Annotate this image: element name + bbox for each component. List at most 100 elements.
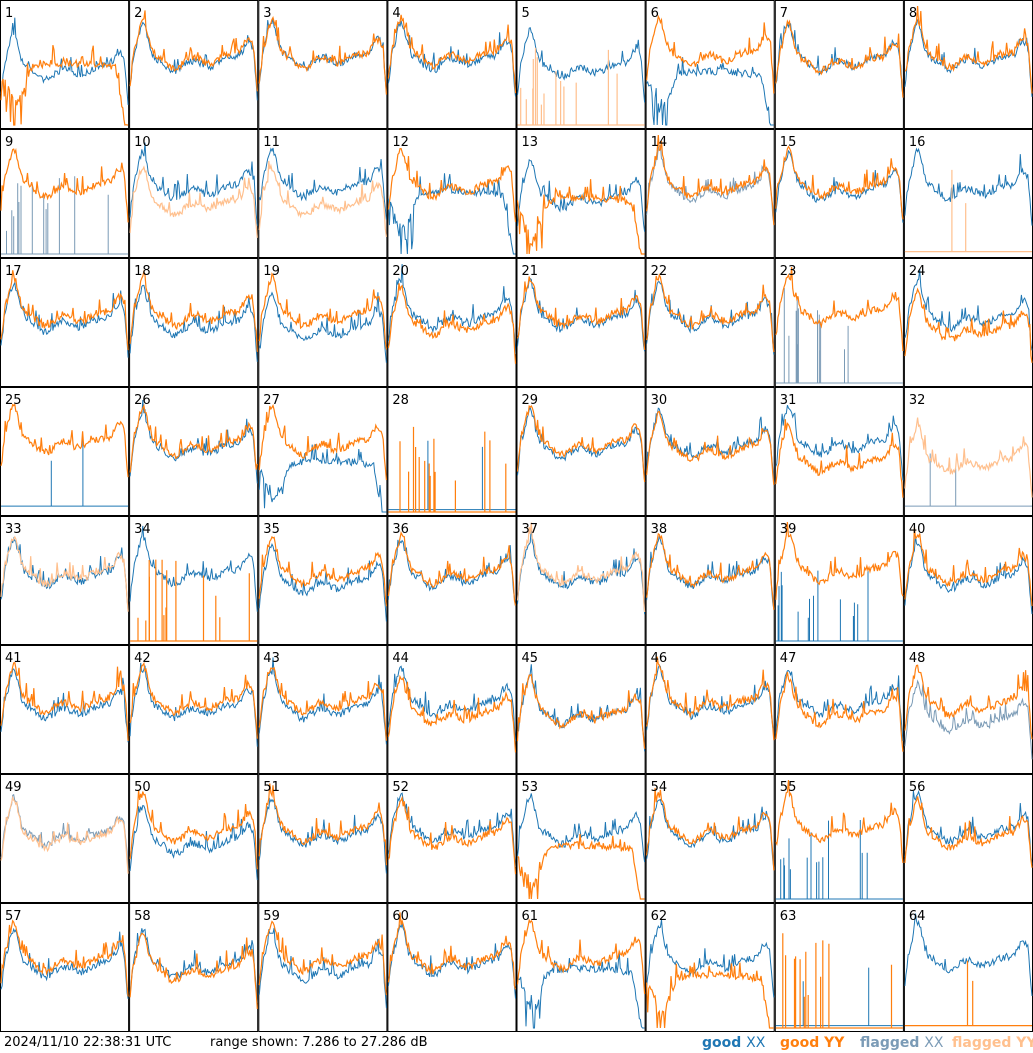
series-yy-line bbox=[904, 287, 1033, 363]
panel-21: 21 bbox=[516, 258, 646, 387]
series-yy-line bbox=[646, 787, 775, 871]
panel-label: 23 bbox=[780, 264, 797, 279]
panel-frame bbox=[258, 645, 388, 774]
panel-23: 23 bbox=[774, 258, 904, 387]
panel-label: 55 bbox=[780, 780, 797, 795]
panel-frame bbox=[516, 0, 646, 129]
panel-label: 44 bbox=[392, 651, 409, 666]
panel-label: 21 bbox=[522, 264, 539, 279]
panel-40: 40 bbox=[903, 516, 1033, 645]
panel-29: 29 bbox=[516, 387, 646, 516]
panel-50: 50 bbox=[129, 774, 259, 903]
series-xx-line bbox=[129, 284, 258, 362]
panel-frame bbox=[645, 0, 775, 129]
series-xx-line bbox=[129, 525, 258, 612]
series-yy-line bbox=[0, 919, 129, 997]
panel-44: 44 bbox=[387, 645, 517, 774]
panel-frame bbox=[387, 645, 517, 774]
panel-36: 36 bbox=[387, 516, 517, 645]
series-yy-line bbox=[129, 790, 258, 870]
panel-frame bbox=[774, 258, 904, 387]
panel-frame bbox=[645, 258, 775, 387]
panel-34: 34 bbox=[129, 516, 259, 645]
panel-37: 37 bbox=[516, 516, 646, 645]
panel-label: 61 bbox=[522, 909, 539, 924]
panel-label: 37 bbox=[522, 522, 539, 537]
panel-label: 26 bbox=[134, 393, 151, 408]
series-yy-line bbox=[646, 962, 774, 1029]
panel-label: 62 bbox=[651, 909, 668, 924]
series-xx-line bbox=[387, 922, 516, 999]
series-xx-line bbox=[517, 793, 646, 863]
panel-label: 12 bbox=[392, 135, 409, 150]
series-xx-line bbox=[775, 569, 903, 642]
panel-frame bbox=[0, 129, 130, 258]
series-yy-line bbox=[775, 145, 904, 220]
panel-label: 1 bbox=[5, 6, 13, 21]
panel-frame bbox=[129, 516, 259, 645]
panel-label: 45 bbox=[522, 651, 539, 666]
series-yy-line bbox=[387, 530, 517, 606]
series-yy-line bbox=[517, 47, 645, 126]
series-yy-line bbox=[516, 522, 646, 613]
series-xx-line bbox=[775, 149, 904, 223]
series-xx-line bbox=[646, 144, 775, 225]
panel-label: 35 bbox=[263, 522, 280, 537]
series-yy-line bbox=[0, 662, 129, 741]
series-yy-line bbox=[516, 673, 646, 749]
series-yy-line bbox=[775, 521, 904, 600]
series-yy-line bbox=[0, 535, 129, 612]
series-yy-line bbox=[0, 795, 129, 874]
series-yy-line bbox=[904, 527, 1033, 607]
series-xx-line bbox=[129, 928, 258, 1003]
panel-frame bbox=[516, 516, 646, 645]
panel-label: 22 bbox=[651, 264, 668, 279]
panel-frame bbox=[645, 903, 775, 1032]
legend-good-xx: good XX bbox=[702, 1035, 765, 1051]
series-yy-line bbox=[904, 664, 1033, 740]
series-xx-line bbox=[129, 142, 258, 226]
panel-57: 57 bbox=[0, 903, 130, 1032]
panel-33: 33 bbox=[0, 516, 130, 645]
panel-label: 27 bbox=[263, 393, 280, 408]
panel-label: 25 bbox=[5, 393, 22, 408]
panel-frame bbox=[516, 258, 646, 387]
panel-38: 38 bbox=[645, 516, 775, 645]
panel-label: 48 bbox=[909, 651, 926, 666]
series-xx-line bbox=[258, 17, 387, 93]
panel-frame bbox=[0, 903, 130, 1032]
panel-frame bbox=[516, 387, 646, 516]
panel-frame bbox=[129, 129, 259, 258]
panel-label: 39 bbox=[780, 522, 797, 537]
panel-13: 13 bbox=[516, 129, 646, 258]
panel-frame bbox=[129, 645, 259, 774]
series-xx-line bbox=[129, 662, 258, 747]
panel-label: 9 bbox=[5, 135, 13, 150]
series-xx-line bbox=[387, 263, 516, 355]
panel-label: 54 bbox=[651, 780, 668, 795]
panel-frame bbox=[645, 129, 775, 258]
legend-flagged-xx: flagged XX bbox=[860, 1035, 943, 1051]
panel-label: 2 bbox=[134, 6, 142, 21]
panel-frame bbox=[129, 387, 259, 516]
panel-frame bbox=[129, 774, 259, 903]
panel-frame bbox=[645, 645, 775, 774]
series-yy-line bbox=[258, 783, 387, 866]
series-xx-line bbox=[129, 804, 258, 881]
panel-frame bbox=[0, 774, 130, 903]
series-yy-line bbox=[258, 535, 387, 607]
series-xx-line bbox=[904, 535, 1033, 615]
panel-label: 18 bbox=[134, 264, 151, 279]
legend-flagged-xx-prefix: flagged bbox=[860, 1035, 920, 1051]
panel-label: 8 bbox=[909, 6, 917, 21]
panel-frame bbox=[0, 258, 130, 387]
panel-frame bbox=[774, 903, 904, 1032]
panel-frame bbox=[387, 516, 517, 645]
panel-label: 14 bbox=[651, 135, 668, 150]
series-yy-line bbox=[775, 267, 904, 352]
series-yy-line bbox=[904, 417, 1033, 498]
panel-label: 41 bbox=[5, 651, 22, 666]
panel-25: 25 bbox=[0, 387, 130, 516]
panel-46: 46 bbox=[645, 645, 775, 774]
panel-label: 30 bbox=[651, 393, 668, 408]
